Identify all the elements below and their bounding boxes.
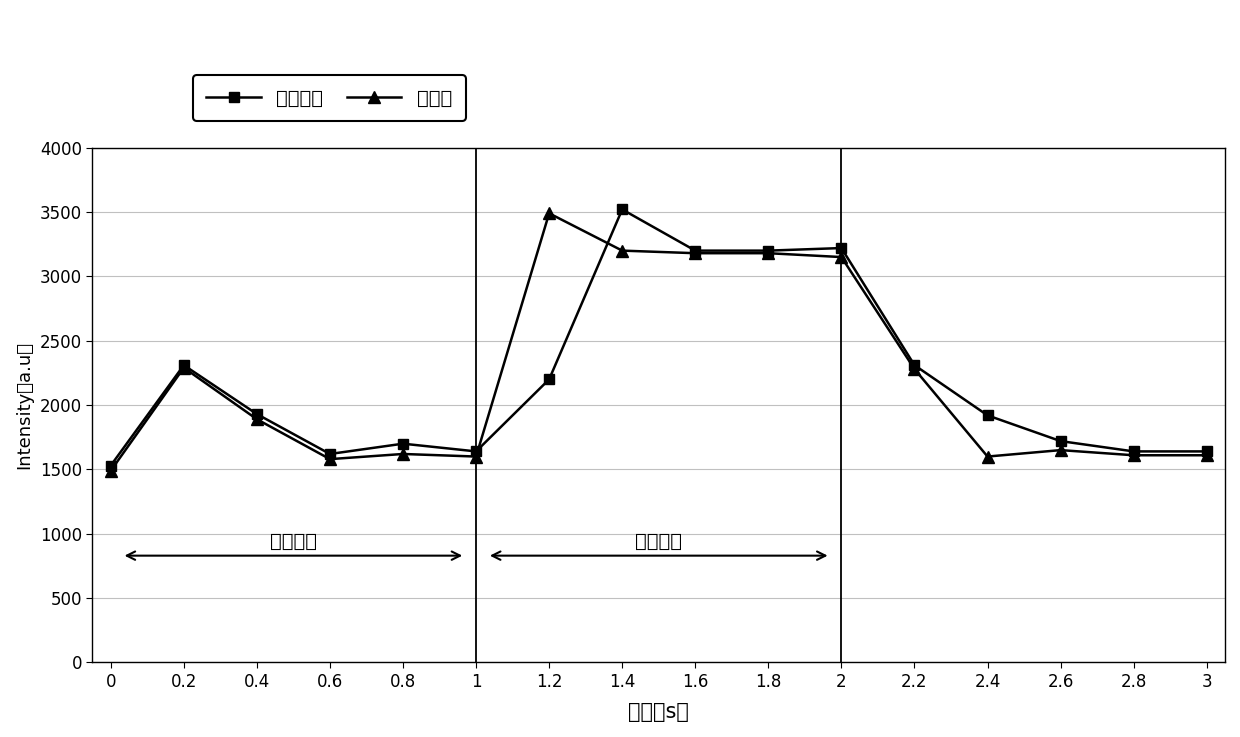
X-axis label: 时间（s）: 时间（s）: [629, 702, 689, 722]
Text: 刺蚀步骤: 刺蚀步骤: [635, 531, 682, 551]
Legend: 现有技术, 本发明: 现有技术, 本发明: [192, 75, 465, 122]
Y-axis label: Intensity（a.u）: Intensity（a.u）: [15, 341, 33, 469]
Text: 沉积步骤: 沉积步骤: [270, 531, 317, 551]
